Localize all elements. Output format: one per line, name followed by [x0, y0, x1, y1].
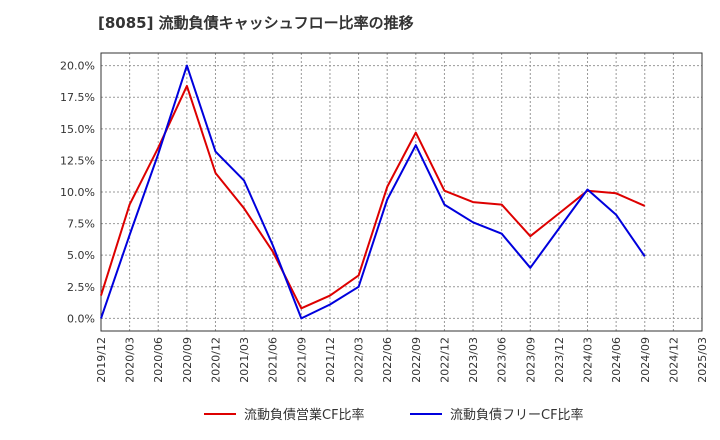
x-tick-label: 2023/06	[496, 337, 509, 383]
series-line	[100, 84, 646, 310]
chart-title: [8085] 流動負債キャッシュフロー比率の推移	[98, 14, 414, 32]
x-tick-label: 2022/12	[438, 337, 451, 383]
x-axis-ticks: 2019/12 2020/03 2020/06 2020/09 2020/12 2021/…	[95, 337, 709, 383]
x-tick-label: 2024/09	[639, 337, 652, 383]
grid-layer	[101, 53, 702, 331]
x-tick-label: 2024/06	[610, 337, 623, 383]
y-axis-ticks: 0.0% 2.5% 5.0% 7.5% 10.0% 12.5% 15.0% 17.5% 20.0…	[60, 60, 95, 326]
legend-label: 流動負債営業CF比率	[244, 407, 365, 423]
y-tick-label: 0.0%	[67, 312, 95, 325]
series-layer	[100, 64, 646, 320]
x-tick-label: 2022/03	[353, 337, 366, 383]
x-tick-label: 2021/06	[267, 337, 280, 383]
y-tick-label: 2.5%	[67, 281, 95, 294]
x-tick-label: 2025/03	[696, 337, 709, 383]
x-tick-label: 2020/12	[209, 337, 222, 383]
x-tick-label: 2022/06	[381, 337, 394, 383]
x-tick-label: 2020/06	[152, 337, 165, 383]
x-tick-label: 2023/09	[524, 337, 537, 383]
y-tick-label: 5.0%	[67, 249, 95, 262]
y-tick-label: 12.5%	[60, 154, 95, 167]
x-tick-label: 2021/12	[324, 337, 337, 383]
y-tick-label: 15.0%	[60, 123, 95, 136]
x-tick-label: 2023/03	[467, 337, 480, 383]
x-tick-label: 2021/09	[295, 337, 308, 383]
x-tick-label: 2022/09	[410, 337, 423, 383]
y-tick-label: 17.5%	[60, 91, 95, 104]
y-tick-label: 10.0%	[60, 186, 95, 199]
x-tick-label: 2024/12	[667, 337, 680, 383]
plot-frame	[100, 52, 703, 332]
x-tick-label: 2020/09	[181, 337, 194, 383]
legend-label: 流動負債フリーCF比率	[450, 407, 584, 423]
legend: 流動負債営業CF比率 流動負債フリーCF比率	[204, 407, 584, 423]
x-tick-label: 2019/12	[95, 337, 108, 383]
x-tick-label: 2021/03	[238, 337, 251, 383]
y-tick-label: 20.0%	[60, 60, 95, 73]
series-line	[100, 64, 646, 320]
y-tick-label: 7.5%	[67, 218, 95, 231]
x-tick-label: 2024/03	[582, 337, 595, 383]
x-tick-label: 2020/03	[124, 337, 137, 383]
x-tick-label: 2023/12	[553, 337, 566, 383]
